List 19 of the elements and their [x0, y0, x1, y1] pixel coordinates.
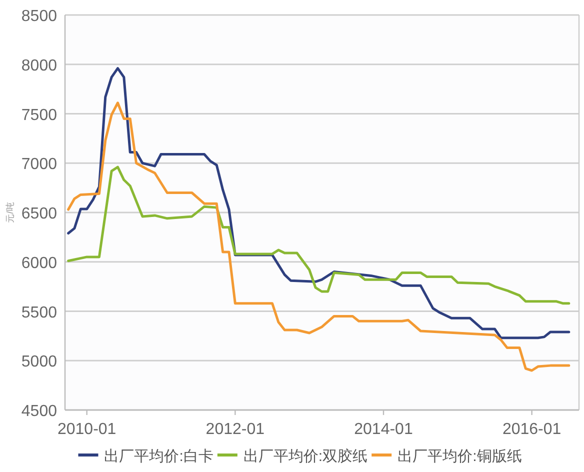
y-tick-label: 4500 [21, 403, 58, 420]
y-tick-label: 5500 [21, 304, 58, 322]
legend-label: 出厂平均价:双胶纸 [243, 448, 368, 465]
line-series [67, 166, 570, 305]
legend-label: 出厂平均价:铜版纸 [398, 448, 522, 465]
y-tick-label: 6500 [21, 206, 58, 222]
y-tick-label: 5000 [21, 354, 58, 371]
x-tick-label: 2010-01 [57, 421, 116, 438]
x-tick-label: 2014-01 [354, 421, 413, 438]
x-tick-label: 2016-01 [502, 421, 562, 438]
y-tick-label: 8000 [21, 57, 58, 74]
y-tick-label: 8500 [21, 8, 58, 25]
y-tick-label: 7500 [21, 106, 58, 124]
x-tick-label: 2012-01 [206, 421, 265, 438]
line-series [67, 102, 570, 372]
y-tick-label: 7000 [21, 156, 58, 174]
y-axis-title: 元/吨 [5, 202, 15, 223]
legend-label: 出厂平均价:白卡 [104, 448, 214, 465]
y-tick-label: 6000 [21, 254, 58, 272]
